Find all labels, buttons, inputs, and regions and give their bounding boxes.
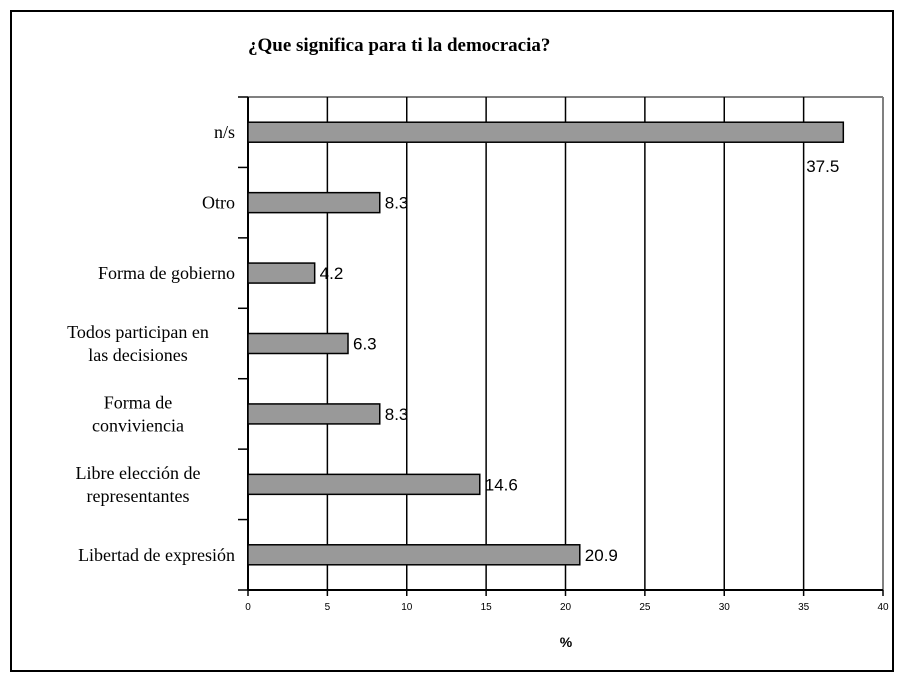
category-label: n/s	[214, 122, 235, 142]
bar	[247, 262, 316, 284]
category-label: Libre elección de	[76, 463, 201, 483]
bar	[247, 544, 581, 566]
category-label: Forma de	[104, 392, 172, 412]
bar	[247, 191, 381, 214]
bar	[247, 332, 349, 355]
data-label: 4.2	[320, 264, 344, 283]
chart-title: ¿Que significa para ti la democracia?	[248, 35, 550, 56]
x-tick-label: 35	[798, 602, 810, 613]
category-label: Forma de gobierno	[98, 263, 235, 283]
x-tick-label: 40	[877, 602, 889, 613]
x-tick-label: 5	[325, 602, 331, 613]
category-label: Todos participan en	[67, 322, 209, 342]
data-label: 20.9	[585, 546, 618, 565]
x-axis-title: %	[560, 634, 573, 650]
category-label: las decisiones	[88, 345, 187, 365]
x-tick-label: 30	[719, 602, 731, 613]
data-label: 8.3	[385, 194, 409, 213]
category-label: Libertad de expresión	[78, 545, 235, 565]
category-label: representantes	[87, 486, 190, 506]
x-tick-label: 25	[639, 602, 651, 613]
bar	[247, 473, 481, 496]
data-label: 14.6	[485, 475, 518, 494]
x-tick-label: 0	[245, 602, 251, 613]
data-label: 8.3	[385, 405, 409, 424]
data-label: 6.3	[353, 335, 377, 354]
category-label: Otro	[202, 193, 235, 213]
x-tick-label: 20	[560, 602, 572, 613]
data-label: 37.5	[806, 157, 839, 176]
plot-area: 0 5 10 15 20 25 30 35 40 37.5 n/s 8.3 Otro 4.2 Forma d…	[67, 96, 889, 613]
category-label: conviviencia	[92, 415, 184, 435]
x-tick-label: 10	[401, 602, 413, 613]
bar	[247, 121, 845, 143]
x-tick-label: 15	[481, 602, 493, 613]
bar	[247, 403, 381, 425]
